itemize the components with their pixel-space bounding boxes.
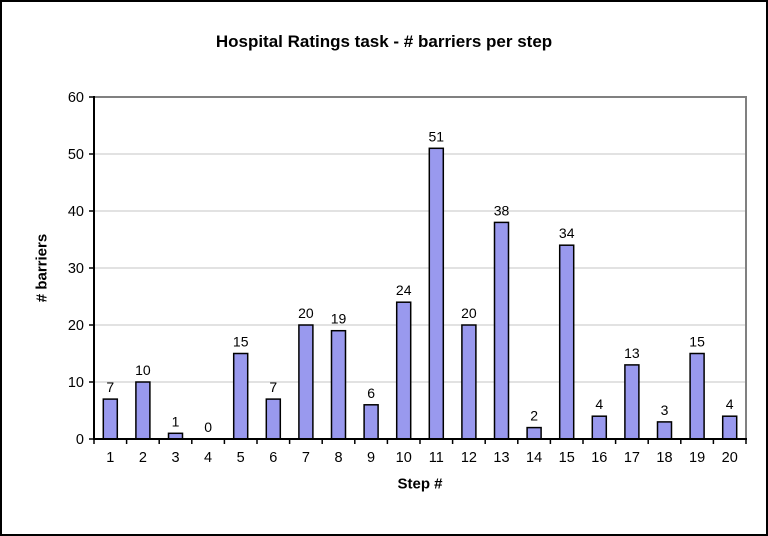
bar-value-label: 15 xyxy=(233,334,249,350)
y-tick-label: 10 xyxy=(68,375,84,391)
x-tick-label: 1 xyxy=(106,450,114,466)
bar xyxy=(689,352,705,440)
x-tick-label: 19 xyxy=(689,450,705,466)
bar-value-label: 3 xyxy=(661,402,669,418)
x-axis-title: Step # xyxy=(397,475,443,493)
bar xyxy=(526,426,542,440)
bar xyxy=(558,244,575,440)
x-tick-label: 8 xyxy=(334,450,342,466)
bar xyxy=(298,324,314,440)
bar-value-label: 19 xyxy=(331,311,347,327)
bar-value-label: 34 xyxy=(559,225,575,241)
x-tick-label: 7 xyxy=(302,450,310,466)
x-tick-label: 14 xyxy=(526,450,542,466)
y-tick-label: 0 xyxy=(76,432,84,448)
bar-value-label: 10 xyxy=(135,362,151,378)
x-tick-label: 10 xyxy=(396,450,412,466)
bar xyxy=(461,324,477,440)
x-tick-label: 18 xyxy=(656,450,672,466)
bar xyxy=(363,404,379,440)
bar xyxy=(135,381,151,440)
y-tick-label: 30 xyxy=(68,261,84,277)
x-tick-label: 15 xyxy=(559,450,575,466)
x-tick-label: 12 xyxy=(461,450,477,466)
bar-value-label: 20 xyxy=(298,305,314,321)
bar xyxy=(591,415,608,440)
bar-value-label: 38 xyxy=(494,202,510,218)
bar-value-label: 20 xyxy=(461,305,477,321)
y-tick-label: 40 xyxy=(68,204,84,220)
bar-value-label: 15 xyxy=(689,334,705,350)
bar xyxy=(102,398,119,440)
bar-value-label: 4 xyxy=(595,396,603,412)
x-tick-label: 11 xyxy=(429,450,444,466)
bar-value-label: 51 xyxy=(429,128,445,144)
chart-title: Hospital Ratings task - # barriers per s… xyxy=(215,32,553,51)
bar xyxy=(265,398,282,440)
bar-value-label: 2 xyxy=(530,408,538,424)
bar xyxy=(428,147,445,440)
x-tick-label: 16 xyxy=(591,450,607,466)
bar-value-label: 0 xyxy=(204,419,212,435)
bar-value-label: 7 xyxy=(269,379,277,395)
bar-value-label: 24 xyxy=(396,282,412,298)
x-tick-label: 6 xyxy=(269,450,277,466)
x-tick-label: 3 xyxy=(171,450,179,466)
x-tick-label: 9 xyxy=(367,450,375,466)
bar xyxy=(330,329,347,440)
x-tick-label: 17 xyxy=(624,450,640,466)
bar xyxy=(624,364,640,440)
bar xyxy=(232,352,249,440)
bar xyxy=(493,221,510,440)
bar-value-label: 7 xyxy=(106,379,114,395)
y-tick-label: 20 xyxy=(68,318,84,334)
x-tick-label: 5 xyxy=(237,450,245,466)
x-tick-label: 2 xyxy=(139,450,147,466)
bar-value-label: 1 xyxy=(172,413,180,429)
bar xyxy=(656,421,673,440)
bar-value-label: 6 xyxy=(367,385,375,401)
bar xyxy=(395,301,412,440)
y-tick-label: 50 xyxy=(68,147,84,163)
bar-value-label: 13 xyxy=(624,345,640,361)
x-tick-label: 13 xyxy=(493,450,509,466)
bar-value-label: 4 xyxy=(726,396,734,412)
x-tick-label: 20 xyxy=(722,450,738,466)
x-tick-label: 4 xyxy=(204,450,212,466)
y-tick-label: 60 xyxy=(68,90,84,106)
bar xyxy=(721,415,738,440)
